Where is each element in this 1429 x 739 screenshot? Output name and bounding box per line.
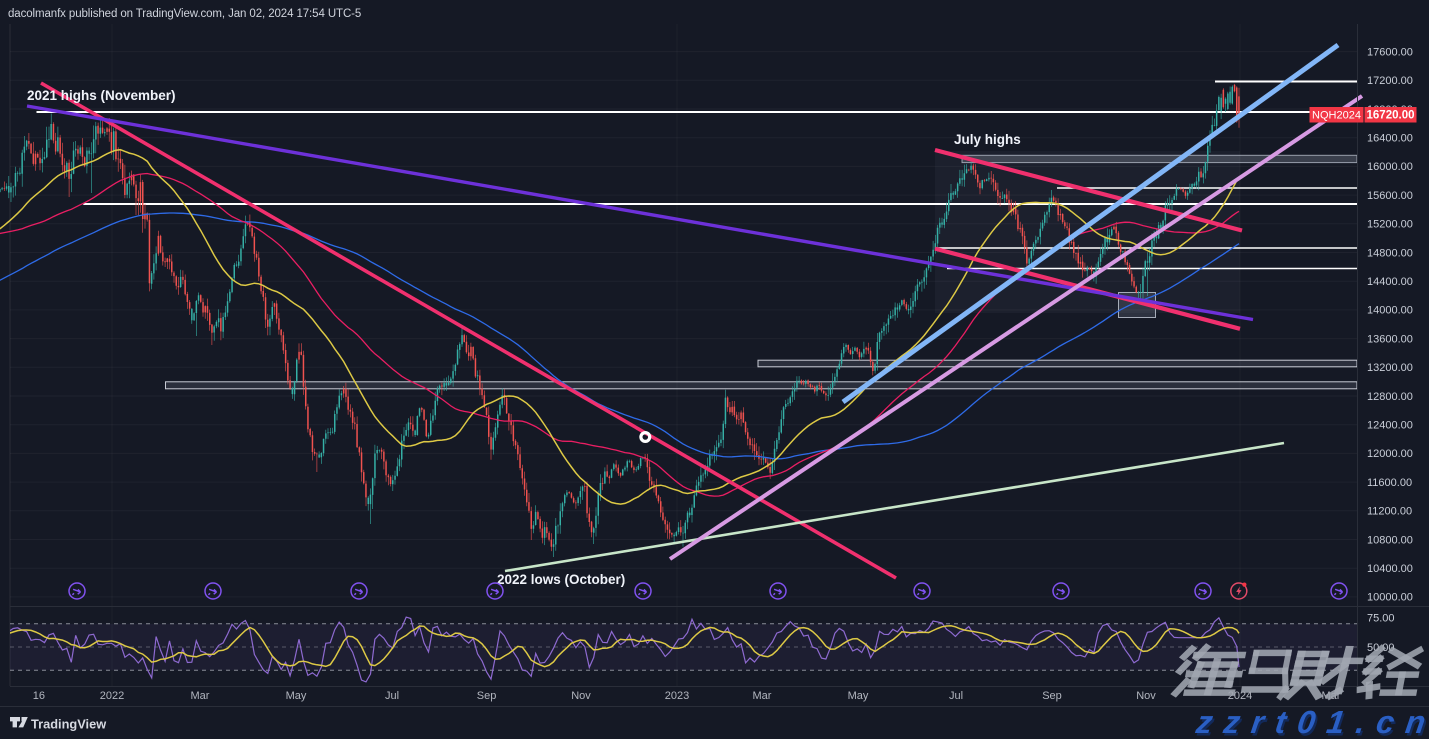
svg-text:July highs: July highs [954, 132, 1021, 147]
svg-text:14400.00: 14400.00 [1367, 276, 1413, 288]
svg-text:14000.00: 14000.00 [1367, 305, 1413, 317]
svg-text:zzrt01.cn: zzrt01.cn [1195, 707, 1429, 739]
svg-text:16400.00: 16400.00 [1367, 133, 1413, 145]
svg-text:2023: 2023 [665, 690, 689, 702]
svg-text:11600.00: 11600.00 [1367, 477, 1412, 489]
svg-text:16720.00: 16720.00 [1367, 110, 1415, 122]
svg-text:16: 16 [33, 690, 45, 702]
svg-text:17600.00: 17600.00 [1367, 46, 1413, 58]
svg-text:11200.00: 11200.00 [1367, 506, 1412, 518]
svg-text:16000.00: 16000.00 [1367, 161, 1413, 173]
svg-text:14800.00: 14800.00 [1367, 247, 1413, 259]
svg-text:dacolmanfx published on Tradin: dacolmanfx published on TradingView.com,… [8, 8, 361, 20]
svg-text:Jul: Jul [385, 690, 399, 702]
svg-text:zzrt01.cn: zzrt01.cn [1193, 704, 1429, 739]
svg-text:2022: 2022 [100, 690, 124, 702]
svg-text:Mar: Mar [753, 690, 772, 702]
svg-text:12400.00: 12400.00 [1367, 420, 1413, 432]
svg-text:2022 lows (October): 2022 lows (October) [497, 572, 625, 587]
svg-text:10800.00: 10800.00 [1367, 534, 1413, 546]
svg-text:15200.00: 15200.00 [1367, 219, 1413, 231]
svg-text:13600.00: 13600.00 [1367, 333, 1413, 345]
svg-text:17200.00: 17200.00 [1367, 75, 1413, 87]
svg-text:Nov: Nov [1136, 690, 1156, 702]
svg-text:May: May [286, 690, 307, 702]
svg-text:Jul: Jul [949, 690, 963, 702]
svg-text:Sep: Sep [477, 690, 497, 702]
svg-text:Sep: Sep [1042, 690, 1062, 702]
svg-text:12800.00: 12800.00 [1367, 391, 1413, 403]
svg-text:Mar: Mar [191, 690, 210, 702]
svg-text:10000.00: 10000.00 [1367, 592, 1413, 604]
svg-text:10400.00: 10400.00 [1367, 563, 1413, 575]
svg-text:75.00: 75.00 [1367, 613, 1395, 625]
svg-text:NQH2024: NQH2024 [1312, 109, 1361, 121]
svg-text:15600.00: 15600.00 [1367, 190, 1413, 202]
svg-text:May: May [848, 690, 869, 702]
svg-text:TradingView: TradingView [31, 717, 106, 732]
svg-text:Nov: Nov [571, 690, 591, 702]
svg-text:12000.00: 12000.00 [1367, 448, 1413, 460]
svg-text:2021 highs (November): 2021 highs (November) [27, 88, 176, 103]
svg-text:13200.00: 13200.00 [1367, 362, 1413, 374]
